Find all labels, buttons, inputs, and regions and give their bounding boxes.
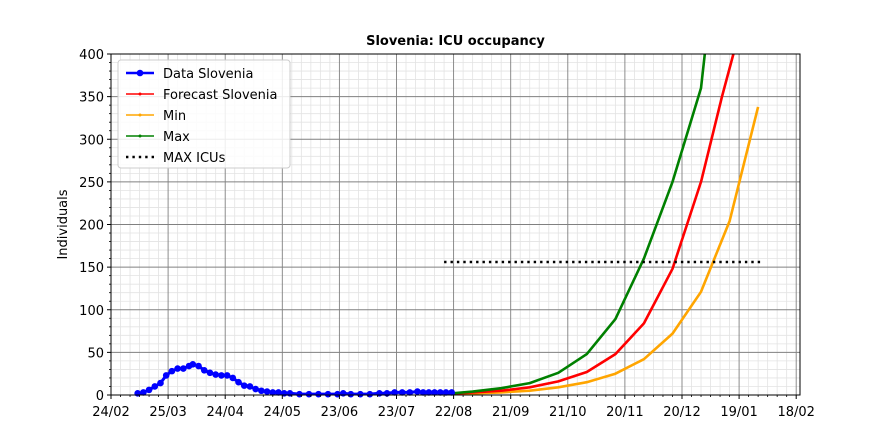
data-point-data-slovenia — [151, 383, 159, 390]
data-point-data-slovenia — [223, 372, 231, 379]
y-tick-label: 250 — [79, 176, 104, 191]
data-point-data-slovenia — [140, 389, 147, 396]
y-tick-label: 200 — [79, 219, 104, 234]
data-point-data-slovenia — [339, 389, 347, 397]
legend-label: Min — [163, 109, 186, 124]
x-tick-label: 24/04 — [206, 405, 243, 420]
data-point-data-slovenia — [235, 378, 242, 386]
x-tick-label: 21/09 — [492, 405, 529, 420]
legend-label: Data Slovenia — [163, 67, 254, 82]
data-point-data-slovenia — [162, 372, 170, 379]
data-point-data-slovenia — [436, 389, 444, 396]
data-point-data-slovenia — [229, 374, 237, 382]
data-point-data-slovenia — [324, 390, 332, 398]
data-point-data-slovenia — [431, 389, 438, 396]
data-point-data-slovenia — [296, 390, 303, 398]
data-point-data-slovenia — [145, 386, 153, 394]
data-point-data-slovenia — [315, 390, 322, 398]
data-point-data-slovenia — [347, 390, 355, 398]
x-tick-label: 19/01 — [720, 405, 757, 420]
y-tick-label: 300 — [79, 133, 104, 148]
data-point-data-slovenia — [240, 382, 248, 389]
legend-box — [117, 59, 291, 169]
y-tick-label: 150 — [79, 261, 104, 276]
x-tick-label: 23/07 — [378, 405, 415, 420]
data-point-data-slovenia — [305, 390, 313, 398]
y-tick-label: 100 — [79, 304, 104, 319]
data-point-data-slovenia — [376, 389, 383, 397]
series-line-forecast-slovenia — [444, 54, 735, 395]
data-point-data-slovenia — [212, 371, 219, 378]
data-point-data-slovenia — [174, 365, 181, 372]
data-point-data-slovenia — [425, 389, 433, 396]
x-tick-label: 18/02 — [777, 405, 814, 420]
legend-item-min: Min — [126, 109, 186, 124]
data-point-data-slovenia — [357, 390, 364, 398]
x-tick-label: 23/06 — [321, 405, 358, 420]
data-point-data-slovenia — [258, 387, 265, 395]
x-tick-label: 20/12 — [663, 405, 700, 420]
legend: Data Slovenia Forecast Slovenia Min Max MAX … — [117, 59, 291, 169]
data-point-data-slovenia — [448, 389, 455, 396]
data-point-data-slovenia — [157, 379, 164, 387]
series-layer — [134, 54, 762, 398]
data-point-data-slovenia — [406, 389, 414, 396]
data-point-data-slovenia — [218, 372, 225, 379]
x-tick-label: 22/08 — [435, 405, 472, 420]
data-point-data-slovenia — [419, 389, 427, 396]
series-line-max — [443, 54, 707, 395]
data-point-data-slovenia — [275, 389, 282, 396]
x-tick-label: 25/03 — [149, 405, 186, 420]
y-tick-label: 0 — [96, 389, 104, 404]
legend-item-max-icus: MAX ICUs — [126, 151, 226, 166]
data-point-data-slovenia — [168, 367, 176, 375]
data-point-data-slovenia — [398, 389, 406, 396]
data-point-data-slovenia — [414, 388, 421, 395]
data-point-data-slovenia — [195, 362, 202, 370]
legend-label: Forecast Slovenia — [163, 88, 277, 103]
chart-title: Slovenia: ICU occupancy — [366, 34, 545, 49]
data-point-data-slovenia — [246, 383, 254, 390]
series-line-min — [444, 106, 760, 395]
x-tick-label: 24/05 — [264, 405, 301, 420]
axis-ticks: 0 50 100 150 200 250 300 350 400 24/02 25/03 24/04 2… — [79, 48, 815, 420]
data-point-data-slovenia — [180, 365, 187, 372]
legend-marker — [138, 134, 142, 138]
y-tick-label: 400 — [79, 48, 104, 63]
data-point-data-slovenia — [442, 389, 450, 396]
x-tick-label: 24/02 — [92, 405, 129, 420]
legend-label: MAX ICUs — [163, 151, 226, 166]
data-point-data-slovenia — [269, 389, 277, 396]
data-point-data-slovenia — [134, 389, 141, 397]
data-point-data-slovenia — [286, 389, 294, 397]
data-point-data-slovenia — [252, 385, 259, 393]
data-point-data-slovenia — [366, 390, 374, 398]
legend-item-forecast-slovenia: Forecast Slovenia — [126, 88, 277, 103]
y-tick-label: 350 — [79, 91, 104, 106]
data-point-data-slovenia — [263, 388, 271, 395]
legend-marker — [138, 92, 142, 96]
legend-marker — [138, 113, 142, 117]
data-point-data-slovenia — [189, 361, 197, 368]
legend-label: Max — [163, 130, 190, 145]
legend-item-data-slovenia: Data Slovenia — [126, 67, 254, 82]
data-point-data-slovenia — [200, 366, 208, 374]
data-point-data-slovenia — [206, 369, 214, 377]
y-tick-label: 50 — [87, 346, 104, 361]
x-tick-label: 20/11 — [606, 405, 643, 420]
y-axis-label: Individuals — [56, 189, 71, 259]
legend-item-max: Max — [126, 130, 190, 145]
data-point-data-slovenia — [391, 389, 398, 396]
x-tick-label: 21/10 — [549, 405, 586, 420]
legend-marker — [136, 69, 144, 77]
